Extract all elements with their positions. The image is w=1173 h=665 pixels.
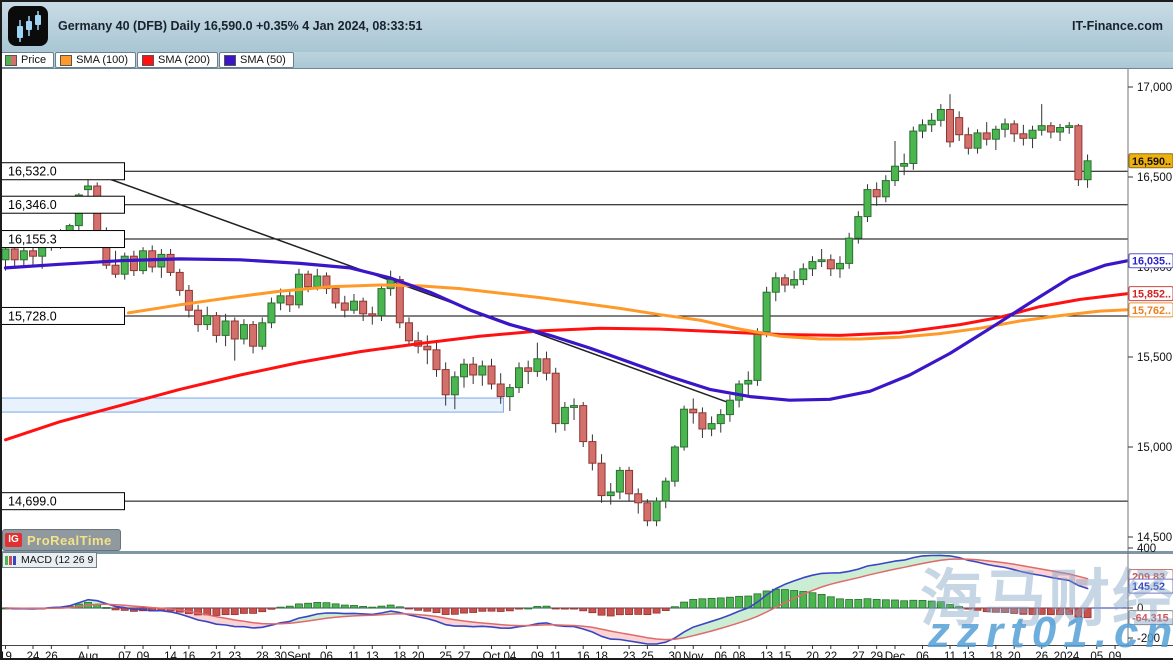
svg-text:16,532.0: 16,532.0: [8, 165, 57, 179]
svg-text:16,155.3: 16,155.3: [8, 233, 57, 247]
svg-text:16,035..: 16,035..: [1132, 256, 1171, 268]
macd-indicator-legend[interactable]: MACD (12 26 9: [2, 552, 98, 568]
svg-text:11: 11: [348, 651, 360, 660]
sma200-chip-icon: [142, 54, 155, 66]
level-labels: 16,532.0 16,346.0 16,155.3 15,728.0 14,699.0: [0, 162, 125, 511]
legend-sma100[interactable]: SMA (100): [55, 52, 137, 68]
window-border-left: [0, 0, 2, 660]
svg-text:16,500: 16,500: [1137, 172, 1172, 184]
pane-divider: [0, 551, 1173, 554]
price-chip-icon: [5, 54, 17, 66]
svg-text:16,590..: 16,590..: [1132, 156, 1171, 168]
svg-text:145.52: 145.52: [1132, 581, 1165, 593]
axis-price-tags: 16,590..16,035..15,852..15,762..209.8314…: [1128, 153, 1173, 626]
svg-text:-200: -200: [1137, 633, 1160, 645]
macd-legend-label: MACD (12 26 9: [21, 554, 94, 566]
candlestick-app-icon[interactable]: [8, 6, 48, 46]
svg-text:19: 19: [0, 651, 12, 660]
legend-price-label: Price: [21, 54, 47, 66]
indicator-legend-row: Price SMA (100) SMA (200) SMA (50): [0, 52, 1173, 69]
legend-sma200-label: SMA (200): [158, 54, 210, 66]
moving-averages: [3, 257, 1130, 442]
candles-group: [1, 94, 1092, 527]
window-border-bottom: [0, 658, 1173, 660]
legend-sma200[interactable]: SMA (200): [137, 52, 218, 68]
svg-text:15,728.0: 15,728.0: [8, 309, 57, 323]
instrument-title: Germany 40 (DFB) Daily 16,590.0 +0.35% 4…: [58, 19, 423, 33]
prorealtime-wordmark: ProRealTime: [27, 532, 112, 548]
chart-canvas[interactable]: 16,532.0 16,346.0 16,155.3 15,728.0 14,699.0…: [0, 68, 1173, 663]
svg-text:15,000: 15,000: [1137, 442, 1172, 454]
svg-text:400: 400: [1137, 543, 1156, 555]
svg-text:14,500: 14,500: [1137, 532, 1172, 544]
ig-logo: IG: [5, 533, 22, 547]
svg-text:15,852..: 15,852..: [1132, 289, 1171, 301]
legend-sma50-label: SMA (50): [240, 54, 286, 66]
horizontal-levels: [0, 170, 1128, 502]
svg-text:11: 11: [550, 651, 562, 660]
svg-text:0: 0: [1137, 603, 1143, 615]
macd-pane: [0, 554, 1128, 645]
legend-price[interactable]: Price: [0, 52, 55, 68]
svg-text:17,000: 17,000: [1137, 82, 1172, 94]
legend-sma50[interactable]: SMA (50): [219, 52, 294, 68]
svg-text:15,762..: 15,762..: [1132, 305, 1171, 317]
sma50-chip-icon: [224, 54, 236, 66]
svg-text:11: 11: [944, 651, 956, 660]
legend-sma100-label: SMA (100): [76, 54, 129, 66]
svg-text:-64.315: -64.315: [1132, 613, 1169, 625]
it-finance-brand: IT-Finance.com: [1072, 19, 1163, 33]
chart-header: Germany 40 (DFB) Daily 16,590.0 +0.35% 4…: [0, 0, 1173, 53]
sma100-chip-icon: [60, 54, 73, 66]
macd-chip-icon: [5, 555, 17, 565]
window-border-top: [0, 0, 1173, 2]
svg-text:16,346.0: 16,346.0: [8, 198, 57, 212]
svg-text:14,699.0: 14,699.0: [8, 495, 57, 509]
prorealtime-logo[interactable]: IG ProRealTime: [2, 529, 121, 551]
descending-trendline: [87, 170, 731, 404]
price-axis: 17,00016,50016,00015,50015,00014,5004000…: [0, 68, 1173, 646]
svg-text:15,500: 15,500: [1137, 352, 1172, 364]
price-and-macd-chart[interactable]: 16,532.0 16,346.0 16,155.3 15,728.0 14,699.0…: [0, 68, 1173, 663]
support-zone: [0, 397, 504, 413]
